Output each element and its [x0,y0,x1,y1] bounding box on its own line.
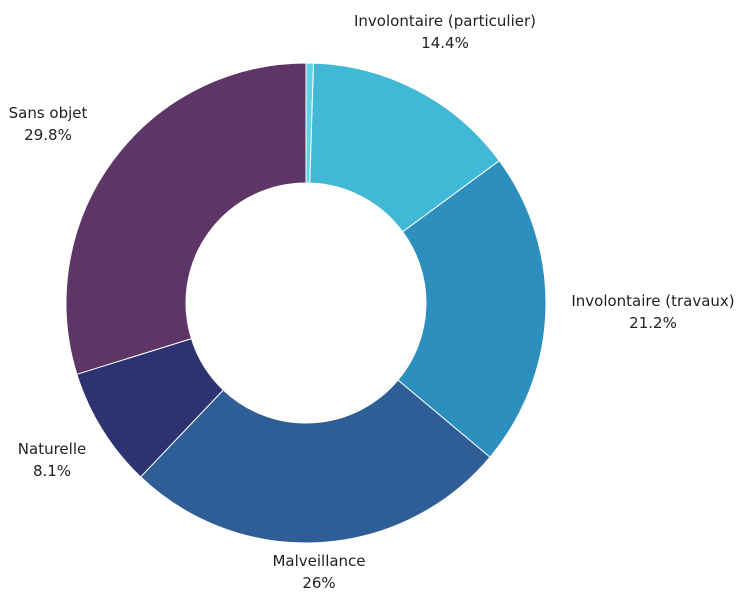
slice-label-value: 26% [302,574,335,592]
slices-layer [65,62,547,544]
slice-label-name: Malveillance [272,552,365,570]
slice-label-group: Naturelle 8.1% [18,440,86,480]
slice-label-name: Sans objet [9,104,88,122]
slice-label-name: Naturelle [18,440,86,458]
slice-label-name: Involontaire (travaux) [571,292,734,310]
slice-label-name: Involontaire (particulier) [354,12,536,30]
slice-malveillance [139,379,491,544]
slice-label-value: 21.2% [629,314,677,332]
slice-label-value: 29.8% [24,126,72,144]
slice-label-group: Malveillance 26% [272,552,365,592]
slice-involontaire-travaux [397,160,547,458]
labels-layer: Involontaire (particulier)14.4%Involonta… [9,12,735,592]
slice-label-group: Involontaire (travaux) 21.2% [571,292,734,332]
slice-involontaire-particulier [309,62,500,233]
slice-label-value: 8.1% [33,462,71,480]
slice-sans-objet [65,62,307,375]
slice-label-group: Involontaire (particulier) 14.4% [354,12,536,52]
slice-label-group: Sans objet 29.8% [9,104,88,144]
slice-label-value: 14.4% [421,34,469,52]
